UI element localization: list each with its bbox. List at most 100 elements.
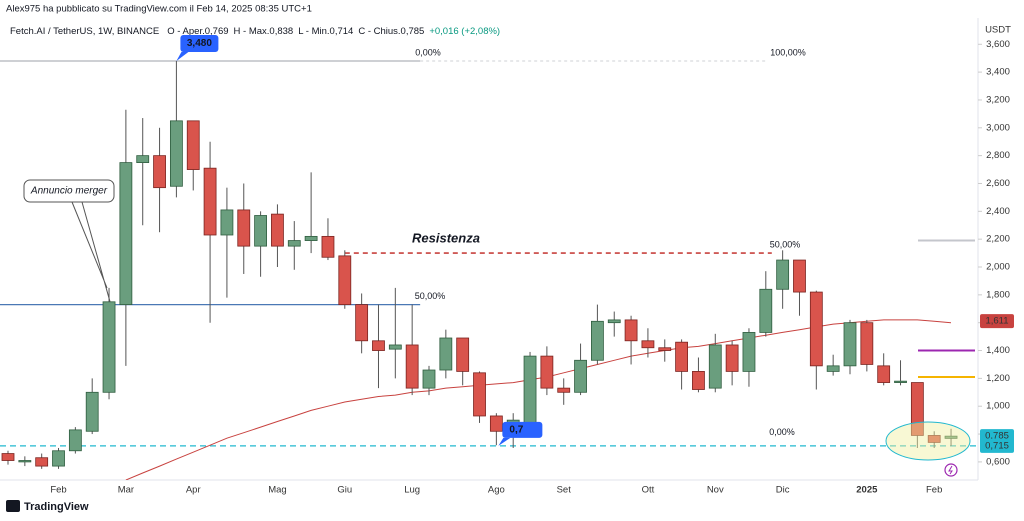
h: 0,838 [269, 26, 293, 37]
x-tick-label: Ott [642, 485, 655, 496]
y-tick-label: 3,200 [986, 94, 1010, 105]
x-tick-label: Apr [186, 485, 201, 496]
h-label: H - Max. [234, 26, 270, 37]
x-tick-label: Dic [776, 485, 790, 496]
candle-body [102, 301, 116, 393]
price-label-bg [980, 314, 1014, 329]
candle-body [422, 369, 436, 389]
x-tick-label: Ago [488, 485, 505, 496]
candle-body [119, 162, 133, 305]
callout-box [502, 421, 543, 438]
candle-body [52, 450, 65, 467]
brand: TradingView [24, 501, 89, 513]
callout-box [180, 34, 219, 52]
y-tick-label: 2,800 [986, 150, 1010, 161]
candle-body [372, 340, 385, 351]
published: Alex975 ha pubblicato su TradingView.com… [6, 4, 312, 15]
candle-body [456, 337, 470, 372]
candle-body [742, 332, 756, 372]
moving-average [125, 319, 952, 480]
candle-body [574, 359, 587, 393]
candle-body [793, 259, 806, 293]
candle-body [675, 341, 688, 372]
candle-body [591, 320, 604, 361]
y-tick-label: 2,200 [986, 234, 1010, 245]
x-tick-label: 2025 [856, 485, 878, 496]
candle-body [68, 429, 82, 452]
candle-body [338, 255, 352, 305]
y-tick-label: 1,200 [986, 373, 1010, 384]
c: 0,785 [401, 26, 425, 37]
x-tick-label: Giu [337, 485, 352, 496]
candle-body [321, 235, 335, 258]
candle-body [776, 259, 790, 290]
candle-body [18, 460, 32, 463]
resistance-label: Resistenza [412, 231, 480, 246]
candle-body [641, 340, 655, 349]
candle-body [473, 372, 486, 417]
candle-body [658, 347, 672, 351]
candle-body [35, 457, 49, 467]
candle-body [203, 167, 217, 236]
x-tick-label: Feb [50, 485, 66, 496]
fib-label: 50,00% [770, 239, 801, 249]
candle-body [439, 337, 453, 371]
y-tick-label: 0,600 [986, 456, 1010, 467]
fib-label: 100,00% [770, 47, 806, 57]
y-tick-label: 2,600 [986, 178, 1010, 189]
candle-body [355, 304, 369, 342]
l: 0,714 [330, 26, 354, 37]
callout-high: 3,480 [187, 38, 212, 49]
y-tick-label: 3,400 [986, 67, 1010, 78]
fib-label: 50,00% [415, 291, 446, 301]
x-tick-label: Lug [404, 485, 420, 496]
candle-body [894, 380, 907, 383]
y-tick-label: 2,000 [986, 262, 1010, 273]
change: +0,016 (+2,08%) [429, 26, 500, 37]
candle-body [153, 155, 166, 189]
candle-body [271, 213, 284, 247]
candle-body [708, 344, 722, 389]
candle-body [85, 391, 99, 432]
candle-body [287, 240, 301, 247]
fib-label: 0,00% [415, 47, 441, 57]
candle-body [877, 365, 891, 383]
callout-low: 0,7 [509, 425, 523, 436]
o: 0,769 [205, 26, 229, 37]
price-label: 0,715 [985, 440, 1009, 451]
y-tick-label: 1,800 [986, 289, 1010, 300]
callout-pointer [176, 51, 189, 61]
x-tick-label: Mag [268, 485, 286, 496]
candle-body [304, 235, 318, 241]
candle-body [186, 120, 200, 170]
price-label: 1,611 [985, 316, 1008, 327]
candle-body [692, 371, 705, 390]
x-tick-label: Nov [707, 485, 724, 496]
candle-body [169, 120, 183, 187]
candle-body [254, 215, 268, 247]
c-label: C - Chius. [358, 26, 400, 37]
candle-body [826, 365, 840, 372]
candle-body [405, 344, 419, 389]
y-tick-label: 1,400 [986, 345, 1010, 356]
alert-icon [944, 463, 958, 477]
candle-body [860, 322, 874, 365]
candle-body [725, 344, 739, 372]
candle-body [540, 355, 554, 389]
y-tick-label: 3,000 [986, 122, 1010, 133]
unit: USDT [985, 25, 1011, 36]
candle-body [607, 319, 621, 324]
highlight [885, 421, 971, 461]
candle-body [624, 319, 638, 342]
note-arrow [71, 201, 111, 302]
note-box [23, 179, 115, 203]
y-tick-label: 3,600 [986, 39, 1010, 50]
candle-body [944, 435, 958, 439]
x-tick-label: Mar [118, 485, 134, 496]
y-tick-label: 2,400 [986, 206, 1010, 217]
symbol-name: Fetch.AI / TetherUS, 1W, BINANCE [10, 26, 159, 37]
callout-pointer [498, 437, 511, 446]
candle-body [557, 387, 571, 393]
alert-icon [948, 465, 953, 475]
